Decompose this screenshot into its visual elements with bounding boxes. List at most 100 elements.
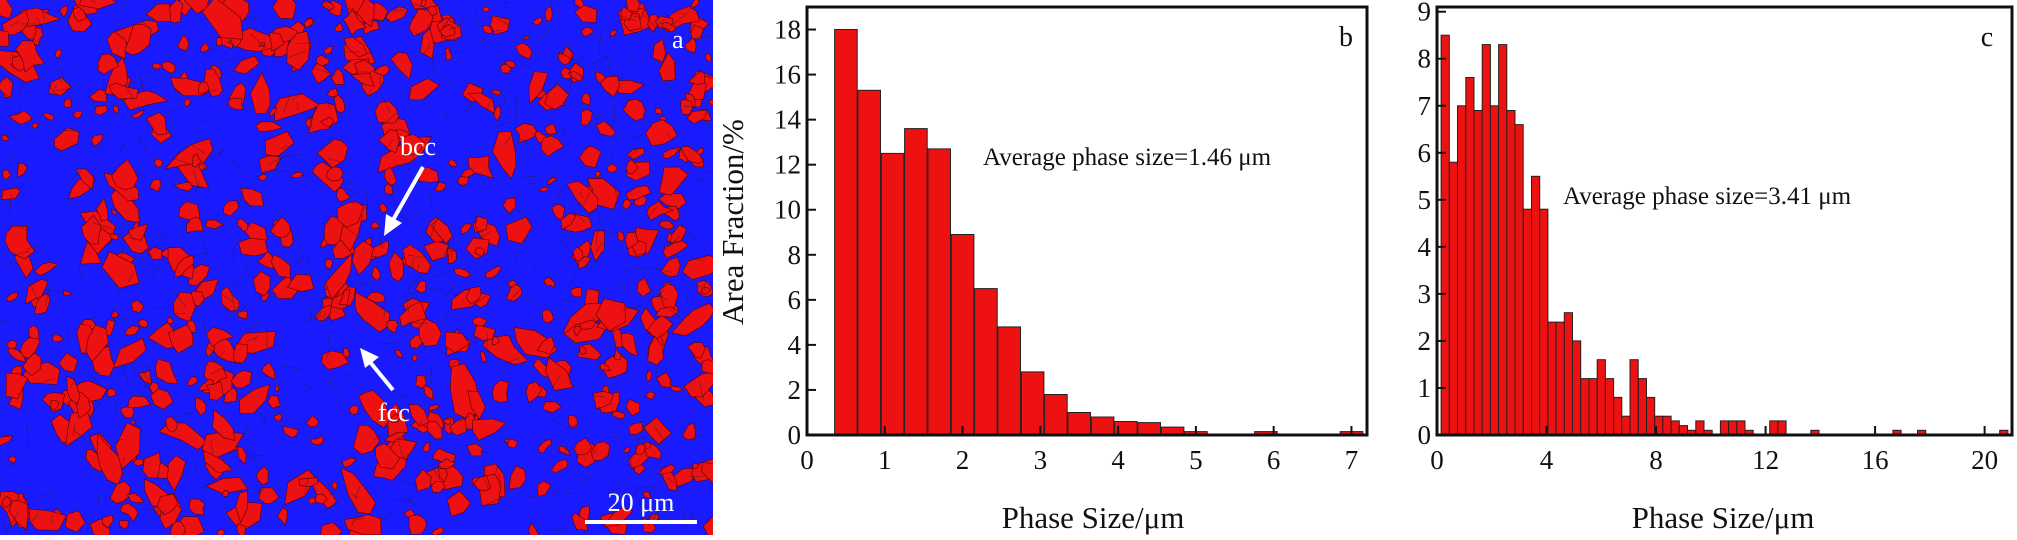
fcc-grain bbox=[525, 381, 542, 404]
fcc-grain bbox=[572, 246, 583, 262]
histogram-bar bbox=[904, 128, 928, 436]
fcc-grain bbox=[466, 443, 483, 457]
grain-boundary-segment bbox=[502, 7, 510, 9]
fcc-grain bbox=[205, 477, 249, 495]
fcc-grain bbox=[321, 350, 350, 370]
fcc-grain bbox=[358, 390, 392, 429]
fcc-grain bbox=[431, 481, 446, 493]
fcc-grain bbox=[635, 443, 646, 455]
grain-boundary-segment bbox=[512, 134, 532, 146]
fcc-grain bbox=[146, 112, 167, 136]
fcc-grain bbox=[4, 225, 36, 260]
y-tick-label: 3 bbox=[1418, 279, 1432, 309]
grain-boundary-segment bbox=[310, 208, 321, 213]
grain-boundary-segment bbox=[490, 262, 495, 268]
grain-boundary-segment bbox=[655, 267, 672, 273]
grain-boundary-segment bbox=[458, 14, 466, 28]
fcc-grain bbox=[687, 342, 706, 359]
average-size-annotation: Average phase size=3.41 μm bbox=[1563, 183, 1852, 210]
fcc-grain bbox=[473, 474, 491, 492]
average-size-annotation: Average phase size=1.46 μm bbox=[983, 144, 1272, 171]
fcc-grain bbox=[645, 391, 656, 401]
fcc-grain bbox=[430, 218, 453, 245]
fcc-grain bbox=[528, 71, 549, 105]
fcc-grain bbox=[625, 159, 639, 175]
grain-boundary-segment bbox=[201, 241, 208, 250]
grain-boundary-segment bbox=[316, 297, 333, 300]
grain-boundary-segment bbox=[266, 325, 268, 348]
fcc-grain bbox=[331, 480, 338, 491]
histogram-bar bbox=[1514, 124, 1524, 436]
fcc-grain bbox=[579, 320, 597, 330]
grain-boundary-segment bbox=[478, 450, 488, 454]
grain-boundary-segment bbox=[250, 33, 267, 49]
fcc-grain bbox=[119, 503, 139, 522]
grain-boundary-segment bbox=[173, 323, 177, 337]
grain-boundary-segment bbox=[26, 244, 40, 250]
fcc-grain bbox=[149, 178, 162, 193]
fcc-grain bbox=[308, 435, 324, 446]
grain-boundary-segment bbox=[387, 190, 400, 209]
y-axis-ticks: 0 2 4 6 8 10 12 14 16 18 bbox=[774, 15, 816, 450]
grain-boundary-segment bbox=[670, 13, 688, 27]
fcc-grain bbox=[183, 0, 210, 15]
fcc-grain bbox=[701, 359, 713, 375]
grain-boundary-segment bbox=[481, 182, 486, 188]
plot-frame bbox=[805, 5, 1369, 437]
grain-boundary-segment bbox=[94, 464, 96, 471]
fcc-grain bbox=[329, 0, 343, 17]
grain-boundary-segment bbox=[153, 306, 175, 309]
histogram-bar bbox=[1736, 420, 1746, 436]
fcc-grain bbox=[570, 287, 582, 298]
grain-boundary-segment bbox=[381, 93, 391, 114]
fcc-grain bbox=[350, 72, 376, 87]
grain-boundary-segment bbox=[243, 258, 251, 271]
fcc-grain bbox=[64, 510, 86, 533]
fcc-grain bbox=[480, 350, 487, 363]
y-tick-label: 0 bbox=[788, 420, 802, 450]
grain-boundary-segment bbox=[409, 15, 416, 19]
histogram-bar bbox=[1448, 161, 1459, 436]
grain-boundary-segment bbox=[9, 53, 17, 58]
x-tick-label: 2 bbox=[956, 445, 970, 475]
grain-boundary-segment bbox=[282, 97, 290, 113]
fcc-grain bbox=[155, 358, 179, 384]
grain-boundary-segment bbox=[192, 170, 199, 189]
grain-boundary-segment bbox=[54, 67, 63, 85]
x-tick-label: 6 bbox=[1267, 445, 1281, 475]
grain-boundary-segment bbox=[210, 365, 229, 375]
grain-boundary-segment bbox=[624, 270, 633, 272]
fcc-grain bbox=[606, 163, 619, 173]
grain-boundary-segment bbox=[514, 253, 517, 268]
y-tick-label: 2 bbox=[1418, 326, 1432, 356]
histogram-bar bbox=[1020, 371, 1045, 436]
histogram-bar bbox=[1539, 208, 1549, 436]
fcc-grain bbox=[537, 439, 552, 454]
grain-boundary-segment bbox=[136, 373, 151, 391]
fcc-grain bbox=[282, 426, 299, 438]
fcc-grain bbox=[81, 214, 102, 245]
fcc-grain bbox=[63, 289, 73, 296]
grain-boundary-segment bbox=[366, 89, 372, 100]
grain-boundary-segment bbox=[591, 449, 597, 456]
fcc-grain bbox=[492, 380, 510, 403]
fcc-grain bbox=[544, 5, 553, 22]
fcc-grain bbox=[658, 166, 689, 196]
fcc-grain bbox=[625, 398, 641, 417]
x-tick-label: 3 bbox=[1034, 445, 1048, 475]
grain-boundary-segment bbox=[541, 240, 548, 244]
grain-boundary-segment bbox=[25, 424, 28, 432]
fcc-grain bbox=[439, 23, 456, 38]
grain-boundary-segment bbox=[691, 256, 705, 262]
fcc-grain bbox=[578, 145, 602, 169]
grain-boundary-segment bbox=[423, 44, 431, 55]
grain-boundary-segment bbox=[635, 317, 640, 327]
grain-boundary-segment bbox=[203, 345, 215, 352]
fcc-grain bbox=[378, 129, 400, 154]
grain-boundary-segment bbox=[558, 442, 561, 453]
fcc-grain bbox=[331, 67, 345, 86]
fcc-grain bbox=[571, 512, 589, 532]
grain-boundary-segment bbox=[176, 411, 193, 418]
grain-boundary-segment bbox=[408, 254, 424, 258]
fcc-grain bbox=[611, 410, 626, 420]
